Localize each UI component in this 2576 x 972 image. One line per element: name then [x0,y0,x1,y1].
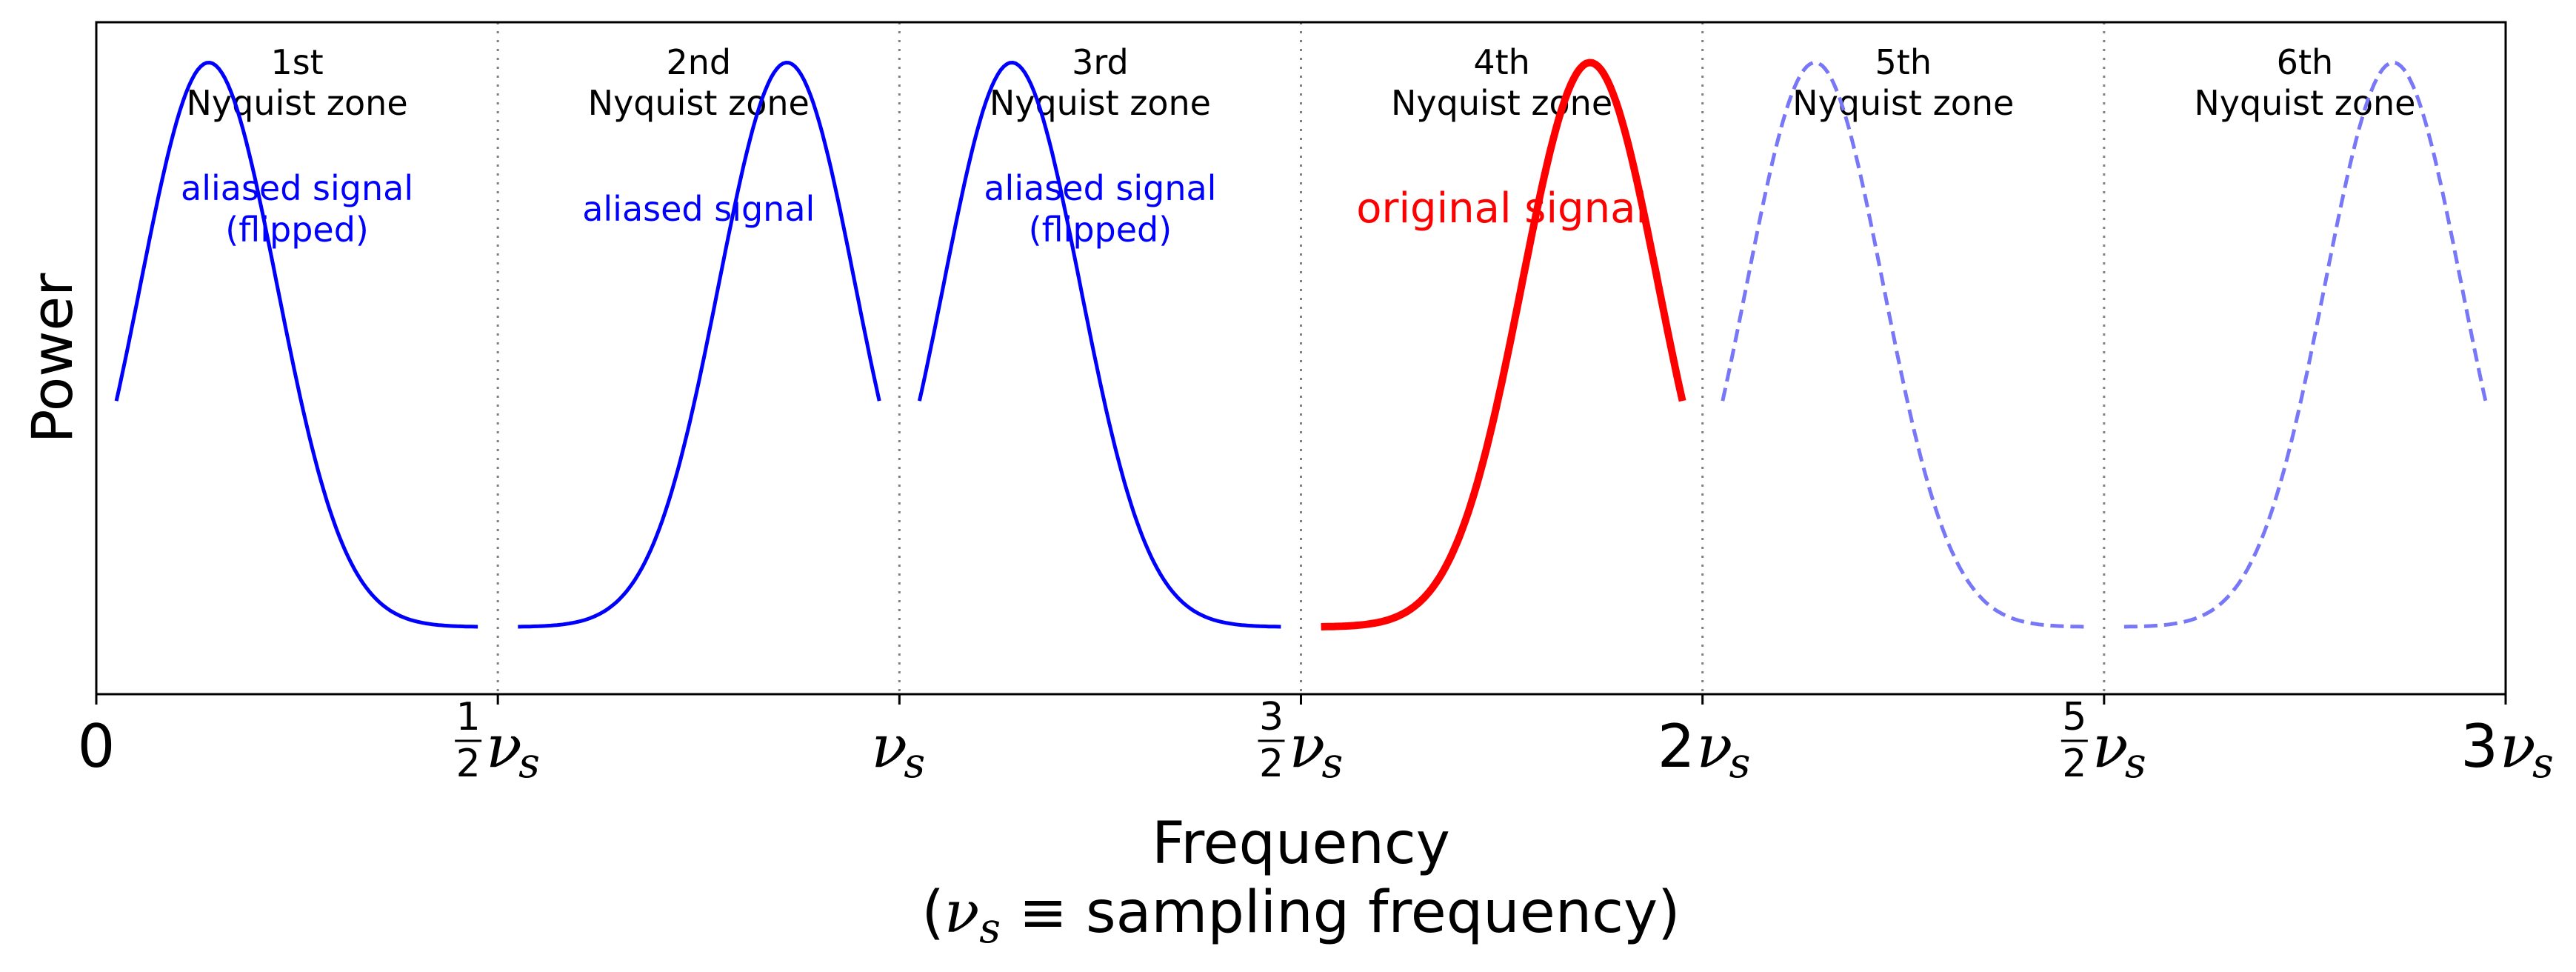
signal-curve-zone-3 [917,61,1281,629]
svg-text:ν: ν [1697,712,1733,781]
svg-text:3: 3 [1259,695,1284,739]
y-axis-label: Power [19,273,85,444]
svg-text:5: 5 [2062,695,2086,739]
svg-text:0: 0 [78,712,116,781]
zone-ordinal-label: 4th [1473,42,1529,82]
zone-ordinal-label: 5th [1875,42,1932,82]
zone-ordinal-label: 3rd [1072,42,1129,82]
svg-text:2: 2 [456,742,481,786]
x-tick-label: 32 νs [1258,695,1344,788]
svg-text:ν: ν [2092,712,2129,781]
svg-text:ν: ν [871,712,907,781]
x-tick-label: 2 νs [1658,712,1751,788]
svg-text:s: s [1729,739,1751,788]
signal-curve-zone-2 [518,61,881,629]
zone-annotation: (flipped) [1029,210,1172,250]
zone-name-label: Nyquist zone [2194,83,2415,123]
x-tick-label: 52 νs [2061,695,2146,788]
zone-annotation: (flipped) [225,210,369,250]
zone-annotation: aliased signal [582,189,815,229]
x-tick-label: 0 [78,712,116,781]
svg-text:3: 3 [2460,712,2498,781]
zone-name-label: Nyquist zone [187,83,408,123]
svg-text:ν: ν [486,712,522,781]
zone-ordinal-label: 2nd [666,42,731,82]
x-tick-label: νs [871,712,925,788]
zone-annotation: original signal [1356,184,1647,233]
svg-text:s: s [518,739,540,788]
svg-text:s: s [1322,739,1344,788]
x-tick-label: 12 νs [455,695,540,788]
zone-annotation: aliased signal [181,168,413,208]
signal-curve-zone-5 [1721,61,2084,629]
svg-text:ν: ν [2500,712,2536,781]
x-axis-label: Frequency [1152,810,1450,877]
svg-text:ν: ν [1289,712,1326,781]
signal-curve-zone-4 [1320,59,1686,630]
zone-annotation: aliased signal [984,168,1216,208]
svg-text:s: s [2532,739,2554,788]
x-tick-label: 3 νs [2460,712,2554,788]
zone-name-label: Nyquist zone [588,83,810,123]
zone-ordinal-label: 1st [270,42,323,82]
svg-text:s: s [2125,739,2146,788]
signal-curve-zone-6 [2123,61,2488,629]
zone-name-label: Nyquist zone [1391,83,1612,123]
zone-name-label: Nyquist zone [1792,83,2014,123]
svg-text:1: 1 [456,695,481,739]
svg-text:s: s [904,739,925,788]
zone-ordinal-label: 6th [2277,42,2333,82]
x-axis-note: (νs ≡ sampling frequency) [921,879,1680,953]
signal-curve-zone-1 [114,61,478,629]
svg-text:2: 2 [1259,742,1284,786]
zone-name-label: Nyquist zone [990,83,1211,123]
svg-text:2: 2 [2062,742,2086,786]
svg-text:2: 2 [1658,712,1695,781]
